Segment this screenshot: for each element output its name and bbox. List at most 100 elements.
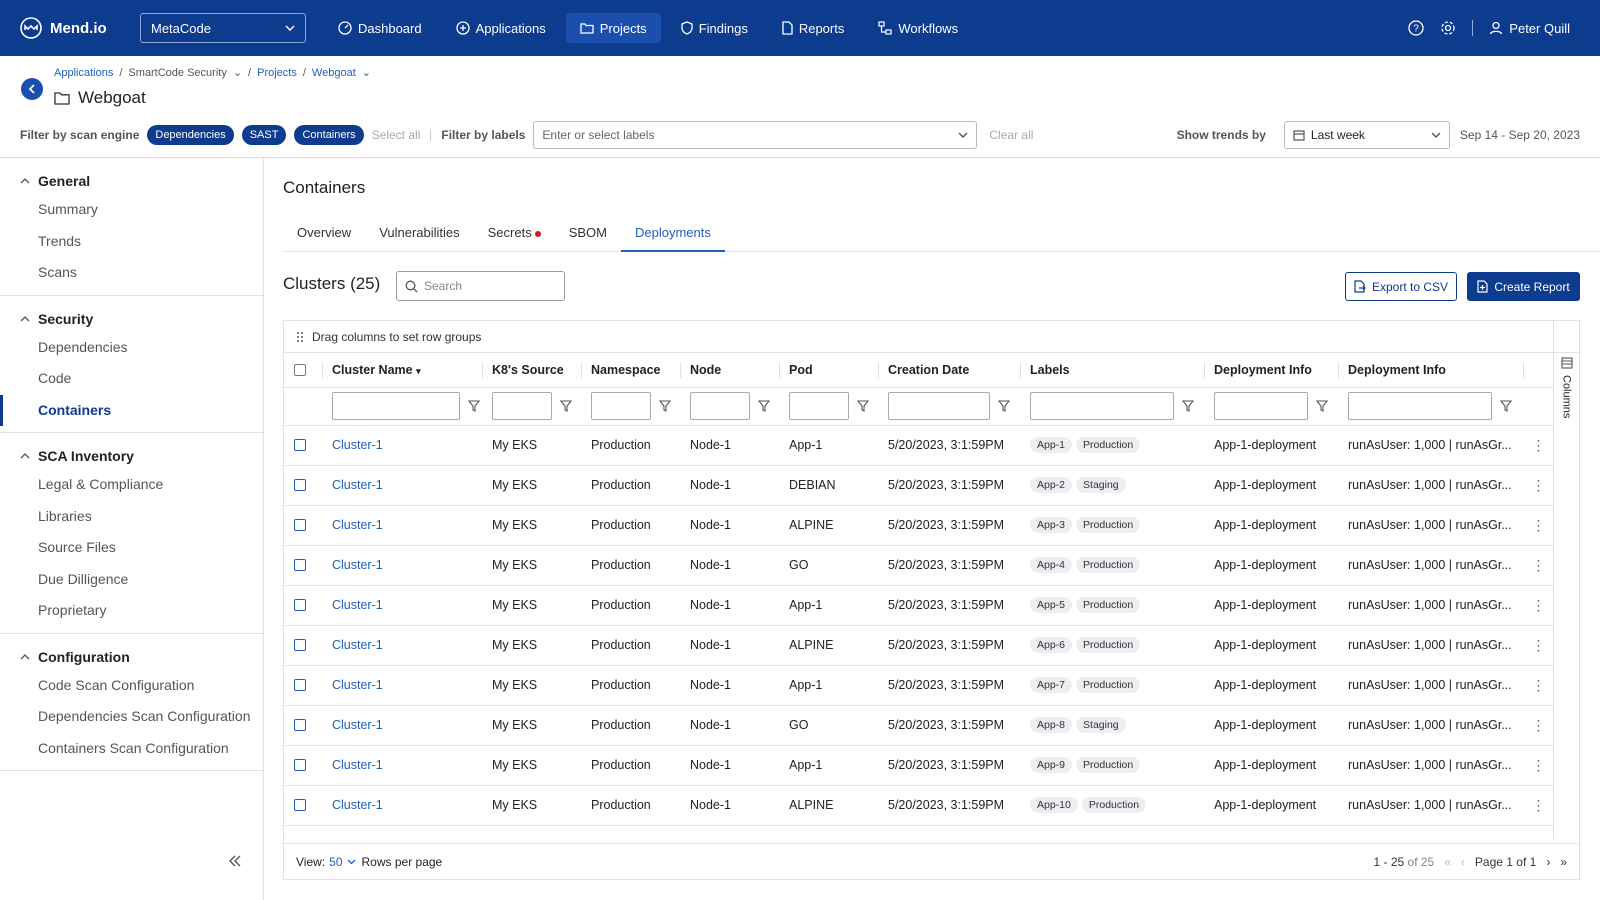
column-filter-input[interactable] bbox=[492, 392, 552, 420]
label-tag[interactable]: Production bbox=[1076, 677, 1141, 693]
engine-chip-sast[interactable]: SAST bbox=[241, 125, 287, 145]
label-tag[interactable]: App-10 bbox=[1030, 797, 1078, 813]
next-page-icon[interactable]: › bbox=[1546, 854, 1551, 869]
row-checkbox[interactable] bbox=[294, 639, 306, 651]
breadcrumb-application[interactable]: SmartCode Security bbox=[128, 66, 227, 79]
filter-icon[interactable] bbox=[1500, 400, 1512, 412]
sidebar-item-dependencies[interactable]: Dependencies bbox=[38, 338, 128, 355]
label-tag[interactable]: Staging bbox=[1076, 717, 1126, 733]
col-header-pod[interactable]: Pod bbox=[779, 353, 878, 388]
label-tag[interactable]: App-8 bbox=[1030, 717, 1073, 733]
filter-icon[interactable] bbox=[1182, 400, 1194, 412]
cell-cluster-name[interactable]: Cluster-1 bbox=[322, 625, 482, 666]
row-checkbox[interactable] bbox=[294, 559, 306, 571]
tab-vulnerabilities[interactable]: Vulnerabilities bbox=[365, 218, 473, 252]
row-group-panel[interactable]: Drag columns to set row groups bbox=[284, 321, 1579, 353]
sidebar-item-due-diligence[interactable]: Due Dilligence bbox=[38, 570, 129, 587]
sidebar-item-trends[interactable]: Trends bbox=[38, 232, 82, 249]
help-icon[interactable]: ? bbox=[1408, 20, 1424, 36]
prev-page-icon[interactable]: ‹ bbox=[1460, 854, 1465, 869]
cell-cluster-name[interactable]: Cluster-1 bbox=[322, 745, 482, 786]
row-menu-icon[interactable]: ⋮ bbox=[1523, 665, 1554, 706]
sidebar-item-containers-scan-config[interactable]: Containers Scan Configuration bbox=[38, 739, 229, 756]
col-header-deployment-info-2[interactable]: Deployment Info bbox=[1338, 353, 1523, 388]
nav-workflows[interactable]: Workflows bbox=[864, 13, 972, 43]
cell-cluster-name[interactable]: Cluster-1 bbox=[322, 465, 482, 506]
label-tag[interactable]: Production bbox=[1076, 517, 1141, 533]
filter-icon[interactable] bbox=[659, 400, 671, 412]
column-filter-input[interactable] bbox=[591, 392, 651, 420]
search-input[interactable]: Search bbox=[396, 271, 565, 301]
trend-period-select[interactable]: Last week bbox=[1283, 121, 1450, 149]
label-tag[interactable]: App-9 bbox=[1030, 757, 1073, 773]
col-header-node[interactable]: Node bbox=[680, 353, 779, 388]
chevron-down-icon[interactable]: ⌄ bbox=[232, 67, 243, 79]
cell-cluster-name[interactable]: Cluster-1 bbox=[322, 665, 482, 706]
column-filter-input[interactable] bbox=[690, 392, 750, 420]
label-tag[interactable]: Staging bbox=[1076, 477, 1126, 493]
label-tag[interactable]: Production bbox=[1076, 557, 1141, 573]
gear-icon[interactable] bbox=[1440, 20, 1456, 36]
column-filter-input[interactable] bbox=[332, 392, 460, 420]
row-menu-icon[interactable]: ⋮ bbox=[1523, 545, 1554, 586]
label-tag[interactable]: App-4 bbox=[1030, 557, 1073, 573]
row-menu-icon[interactable]: ⋮ bbox=[1523, 745, 1554, 786]
row-menu-icon[interactable]: ⋮ bbox=[1523, 505, 1554, 546]
label-tag[interactable]: Production bbox=[1076, 757, 1141, 773]
row-menu-icon[interactable]: ⋮ bbox=[1523, 785, 1554, 826]
row-checkbox[interactable] bbox=[294, 679, 306, 691]
columns-side-panel[interactable]: Columns bbox=[1553, 321, 1579, 839]
table-row[interactable]: Cluster-1 My EKS Production Node-1 App-1 5/20… bbox=[284, 425, 1554, 466]
table-row[interactable]: Cluster-1 My EKS Production Node-1 ALPINE 5/2… bbox=[284, 505, 1554, 546]
row-menu-icon[interactable]: ⋮ bbox=[1523, 425, 1554, 466]
row-menu-icon[interactable]: ⋮ bbox=[1523, 625, 1554, 666]
sidebar-item-summary[interactable]: Summary bbox=[38, 201, 98, 217]
table-row[interactable]: Cluster-1 My EKS Production Node-1 ALPINE 5/2… bbox=[284, 785, 1554, 826]
row-checkbox[interactable] bbox=[294, 439, 306, 451]
select-all-checkbox[interactable] bbox=[294, 363, 306, 376]
row-checkbox[interactable] bbox=[294, 799, 306, 811]
col-header-labels[interactable]: Labels bbox=[1020, 353, 1204, 388]
label-tag[interactable]: App-7 bbox=[1030, 677, 1073, 693]
label-tag[interactable]: Production bbox=[1081, 797, 1147, 813]
label-tag[interactable]: Production bbox=[1076, 637, 1141, 653]
back-button[interactable] bbox=[21, 78, 43, 100]
rows-per-page-select[interactable]: 50 bbox=[329, 854, 343, 869]
sidebar-section-toggle[interactable]: General bbox=[0, 168, 263, 194]
label-tag[interactable]: Production bbox=[1076, 597, 1141, 613]
sidebar-item-source-files[interactable]: Source Files bbox=[38, 539, 116, 555]
cell-cluster-name[interactable]: Cluster-1 bbox=[322, 505, 482, 546]
label-tag[interactable]: Production bbox=[1076, 437, 1141, 453]
sidebar-section-toggle[interactable]: Security bbox=[0, 306, 263, 332]
table-row[interactable]: Cluster-1 My EKS Production Node-1 App-1 5/20… bbox=[284, 665, 1554, 706]
row-checkbox[interactable] bbox=[294, 479, 306, 491]
label-tag[interactable]: App-2 bbox=[1030, 477, 1073, 493]
nav-applications[interactable]: Applications bbox=[442, 13, 560, 43]
sidebar-item-code-scan-config[interactable]: Code Scan Configuration bbox=[38, 676, 195, 693]
column-filter-input[interactable] bbox=[888, 392, 990, 420]
filter-icon[interactable] bbox=[1316, 400, 1328, 412]
create-report-button[interactable]: Create Report bbox=[1467, 272, 1580, 301]
row-checkbox[interactable] bbox=[294, 599, 306, 611]
column-filter-input[interactable] bbox=[789, 392, 849, 420]
sidebar-item-deps-scan-config[interactable]: Dependencies Scan Configuration bbox=[38, 708, 251, 724]
tab-overview[interactable]: Overview bbox=[283, 218, 365, 252]
sidebar-item-containers[interactable]: Containers bbox=[0, 394, 263, 426]
tab-secrets[interactable]: Secrets bbox=[474, 218, 555, 252]
last-page-icon[interactable]: » bbox=[1560, 854, 1567, 869]
table-row[interactable]: Cluster-1 My EKS Production Node-1 GO 5/20/20… bbox=[284, 705, 1554, 746]
column-filter-input[interactable] bbox=[1030, 392, 1174, 420]
col-header-deployment-info[interactable]: Deployment Info bbox=[1204, 353, 1338, 388]
filter-icon[interactable] bbox=[560, 400, 572, 412]
column-filter-input[interactable] bbox=[1214, 392, 1308, 420]
export-csv-button[interactable]: Export to CSV bbox=[1345, 272, 1457, 301]
table-row[interactable]: Cluster-1 My EKS Production Node-1 App-1 5/20… bbox=[284, 585, 1554, 626]
filter-icon[interactable] bbox=[857, 400, 869, 412]
clear-all-link[interactable]: Clear all bbox=[989, 128, 1034, 142]
chevron-down-icon[interactable]: ⌄ bbox=[361, 67, 371, 79]
cell-cluster-name[interactable]: Cluster-1 bbox=[322, 545, 482, 586]
table-row[interactable]: Cluster-1 My EKS Production Node-1 ALPINE 5/2… bbox=[284, 625, 1554, 666]
breadcrumb-project[interactable]: Webgoat bbox=[311, 66, 356, 79]
table-row[interactable]: Cluster-1 My EKS Production Node-1 DEBIAN 5/2… bbox=[284, 465, 1554, 506]
label-tag[interactable]: App-5 bbox=[1030, 597, 1073, 613]
